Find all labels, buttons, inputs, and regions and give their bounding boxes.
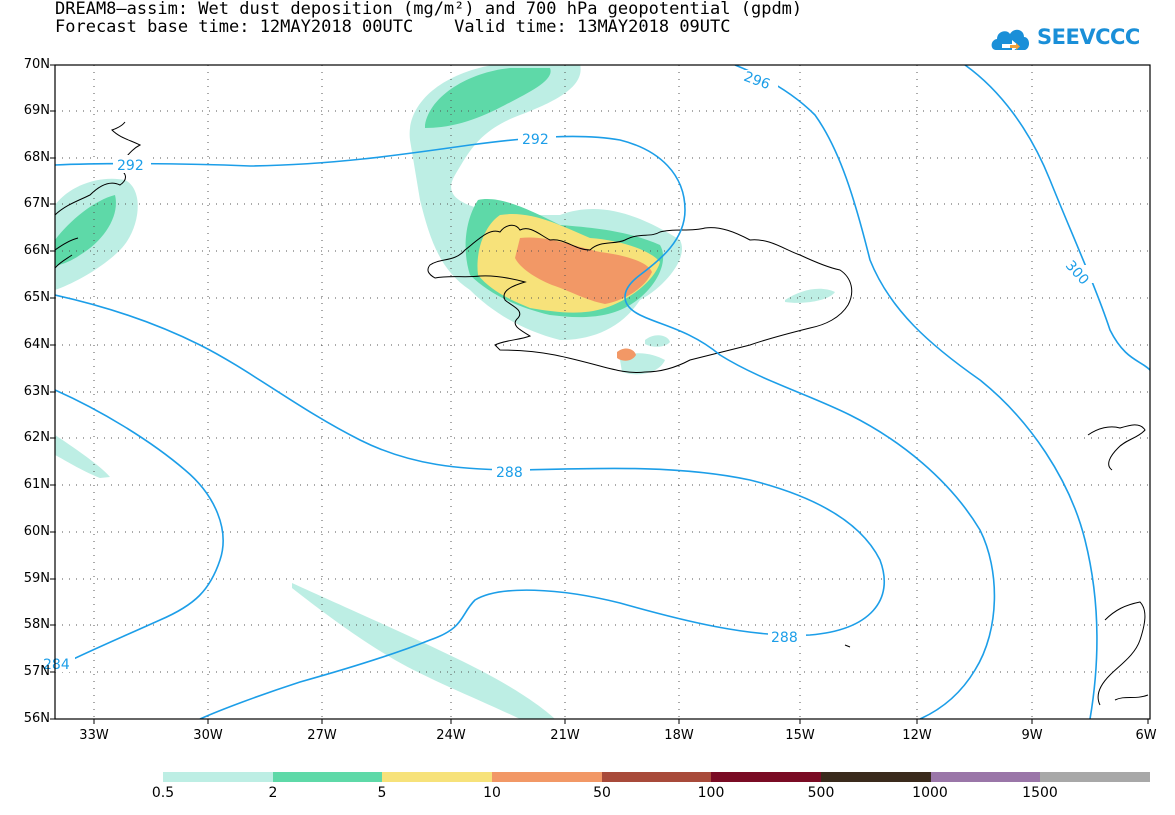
dust-patch-southwest [55,435,110,478]
lat-label-63n: 63N [23,384,50,399]
legend-swatch [821,772,931,782]
legend-label: 5 [377,785,387,801]
lon-label-27w: 27W [307,728,337,743]
contour-label-300: 300 [1062,258,1092,289]
contour-292 [55,135,996,719]
forecast-times: Forecast base time: 12MAY2018 00UTC Vali… [55,17,731,37]
lon-label-6w: 6W [1135,728,1157,743]
lat-label-57n: 57N [23,664,50,679]
lat-label-69n: 69N [23,103,50,118]
lat-label-68n: 68N [23,150,50,165]
contour-label-292-west: 292 [117,158,144,174]
dust-orange-iceland [515,237,652,304]
legend-label: 500 [807,785,835,801]
legend-swatch [382,772,493,782]
lon-label-9w: 9W [1021,728,1043,743]
legend-swatch [601,772,712,782]
legend-swatch [163,772,273,782]
contour-284 [55,389,224,669]
lat-label-70n: 70N [23,57,50,72]
seevccc-logo [991,29,1030,52]
lon-label-24w: 24W [436,728,466,743]
color-legend [163,772,1151,782]
graticule [55,65,1150,719]
geopotential-contours [55,65,1150,719]
lon-label-30w: 30W [193,728,223,743]
legend-label: 50 [593,785,611,801]
lat-label-61n: 61N [23,477,50,492]
lat-label-67n: 67N [23,196,50,211]
contour-label-288-north: 288 [496,465,523,481]
legend-swatch [272,772,383,782]
dust-core-west [55,195,116,266]
contour-300 [964,65,1150,371]
dust-patch-east [785,288,835,303]
lat-label-65n: 65N [23,290,50,305]
cloud-icon [991,29,1030,50]
legend-label: 0.5 [151,785,175,801]
legend-label: 2 [268,785,278,801]
legend-swatch [492,772,602,782]
dust-band-south [292,583,555,719]
lat-label-62n: 62N [23,430,50,445]
iceland-coast [427,224,853,373]
lat-label-66n: 66N [23,243,50,258]
contour-296 [734,65,1098,719]
legend-label: 100 [697,785,725,801]
dust-orange-spot [617,348,636,361]
legend-label: 10 [483,785,501,801]
contour-label-292-east: 292 [522,132,549,148]
dust-deposition-layer [55,65,835,719]
lat-label-56n: 56N [23,711,50,726]
contour-label-284: 284 [43,657,70,673]
logo-text: SEEVCCC [1037,25,1140,49]
dust-core-north [425,68,551,128]
lon-label-33w: 33W [79,728,109,743]
lon-label-15w: 15W [785,728,815,743]
legend-swatch [1040,772,1151,782]
legend-label: 1000 [912,785,948,801]
coastlines [55,121,1149,706]
legend-swatch [711,772,822,782]
contour-label-288-south: 288 [771,630,798,646]
lon-label-18w: 18W [664,728,694,743]
lat-label-58n: 58N [23,617,50,632]
legend-label: 1500 [1022,785,1058,801]
lat-label-64n: 64N [23,337,50,352]
lat-label-60n: 60N [23,524,50,539]
lon-label-12w: 12W [902,728,932,743]
contour-288 [55,294,885,719]
map-title: DREAM8–assim: Wet dust deposition (mg/m²… [55,0,803,19]
map-frame [54,64,1151,720]
lat-label-59n: 59N [23,571,50,586]
faroe-shetland-coast [1087,424,1149,706]
lon-label-21w: 21W [550,728,580,743]
legend-swatch [930,772,1041,782]
